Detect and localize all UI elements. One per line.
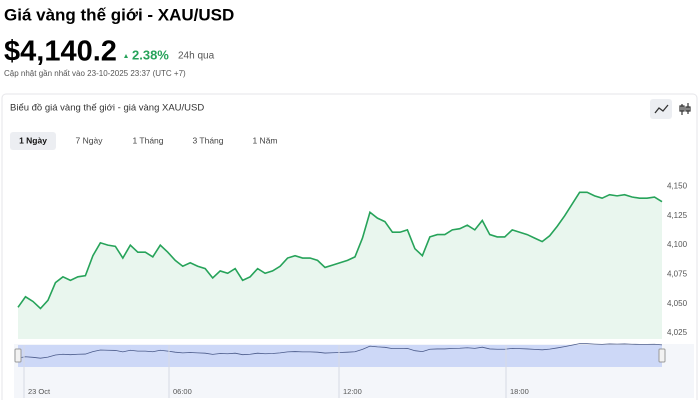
navigator-handle[interactable]	[14, 348, 22, 363]
up-arrow	[124, 54, 128, 58]
area	[18, 192, 662, 339]
navigator-selection[interactable]	[18, 345, 662, 367]
change-period: 24h qua	[178, 51, 215, 62]
updated: Cập nhật gần nhất vào 23-10-2025 23:37 (…	[4, 69, 186, 78]
navigator-label: 18:00	[510, 387, 529, 396]
navigator-label: 23 Oct	[28, 387, 51, 396]
price: $4,140.2	[4, 36, 117, 68]
line	[17, 191, 663, 310]
navigator-handle[interactable]	[658, 348, 666, 363]
y-tick-label: 4,050	[667, 299, 688, 308]
y-tick-label: 4,125	[667, 211, 688, 220]
line-icon	[654, 104, 669, 114]
card-title: Biểu đồ giá vàng thế giới - giá vàng XAU…	[10, 103, 204, 114]
active-range	[10, 132, 56, 150]
y-tick-label: 4,025	[667, 328, 688, 337]
range-button[interactable]: 1 Ngày	[19, 135, 47, 145]
candle-icon[interactable]	[679, 103, 691, 115]
change: 2.38%	[132, 47, 169, 62]
range-button[interactable]: 7 Ngày	[76, 135, 104, 145]
y-tick-label: 4,075	[667, 270, 688, 279]
page-title: Giá vàng thế giới - XAU/USD	[4, 5, 234, 24]
navigator-line	[17, 343, 663, 359]
range-button[interactable]: 1 Tháng	[132, 135, 163, 145]
navigator-label: 06:00	[173, 387, 192, 396]
y-tick-label: 4,150	[667, 182, 688, 191]
range-button[interactable]: 1 Năm	[252, 135, 277, 145]
range-button[interactable]: 3 Tháng	[192, 135, 223, 145]
y-tick-label: 4,100	[667, 240, 688, 249]
navigator-label: 12:00	[343, 387, 362, 396]
